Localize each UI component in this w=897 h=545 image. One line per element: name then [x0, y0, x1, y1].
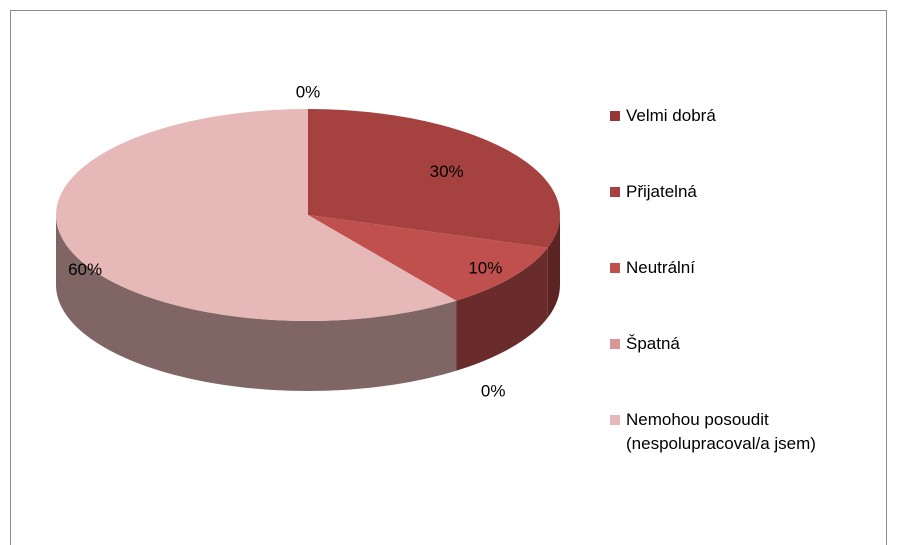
data-label: 0% [481, 382, 506, 401]
legend-item: Nemohou posoudit (nespolupracoval/a jsem… [610, 408, 890, 484]
data-label: 60% [68, 260, 102, 279]
data-label: 0% [296, 83, 321, 102]
pie-slice [308, 109, 560, 248]
legend-label: Špatná [626, 334, 680, 353]
legend-label: Neutrální [626, 258, 695, 277]
legend-item: Přijatelná [610, 180, 890, 256]
legend-item: Špatná [610, 332, 890, 408]
legend-swatch [610, 111, 620, 121]
legend-item: Neutrální [610, 256, 890, 332]
legend-swatch [610, 187, 620, 197]
chart-frame [10, 10, 887, 545]
data-label: 30% [430, 162, 464, 181]
legend-item: Velmi dobrá [610, 104, 890, 180]
legend-swatch [610, 263, 620, 273]
legend: Velmi dobrá Přijatelná Neutrální Špatná Nemo… [610, 104, 890, 484]
pie-slice [56, 109, 457, 321]
pie-side [456, 247, 548, 371]
legend-swatch [610, 415, 620, 425]
legend-label: Nemohou posoudit (nespolupracoval/a jsem… [626, 410, 816, 453]
data-label: 10% [468, 259, 502, 278]
legend-label: Přijatelná [626, 182, 697, 201]
legend-swatch [610, 339, 620, 349]
pie-side [547, 215, 560, 318]
legend-label: Velmi dobrá [626, 106, 716, 125]
pie-side [56, 215, 457, 391]
pie-slice [308, 215, 548, 301]
